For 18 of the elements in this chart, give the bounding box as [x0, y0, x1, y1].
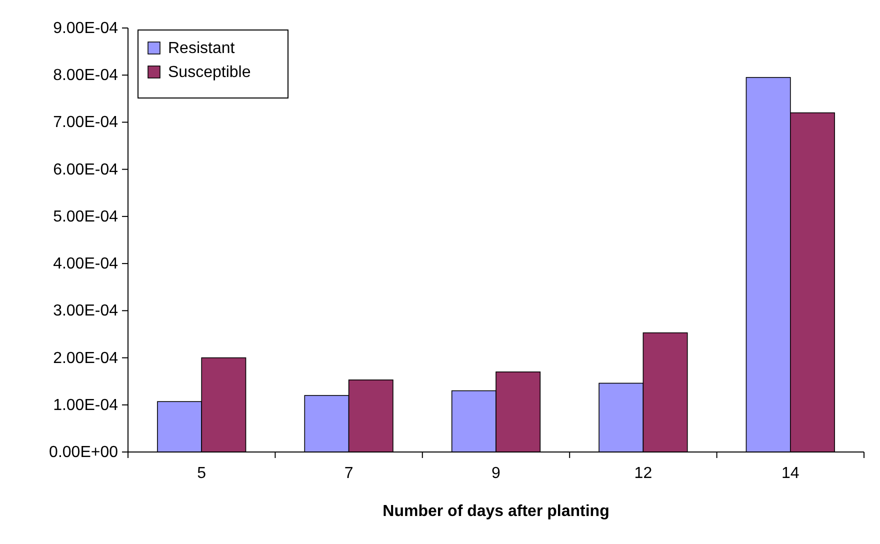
x-axis-title: Number of days after planting — [382, 503, 610, 520]
y-tick-label: 3.00E-04 — [53, 302, 118, 320]
y-tick-label: 6.00E-04 — [53, 161, 118, 178]
x-tick-label: 7 — [344, 465, 354, 482]
y-tick-label: 4.00E-04 — [53, 256, 118, 273]
x-tick-label: 5 — [197, 465, 206, 482]
y-tick-label: 0.00E+00 — [49, 444, 118, 461]
legend-label: Susceptible — [168, 64, 251, 81]
y-tick-label: 7.00E-04 — [53, 114, 118, 132]
y-tick-label: 2.00E-04 — [53, 350, 118, 367]
y-tick-label: 8.00E-04 — [53, 67, 118, 84]
x-tick-label: 9 — [492, 465, 501, 482]
legend-label: Resistant — [168, 40, 236, 57]
x-tick-label: 14 — [782, 465, 800, 482]
y-tick-label: 9.00E-04 — [53, 20, 118, 37]
y-tick-label: 5.00E-04 — [53, 208, 118, 226]
y-tick-label: 1.00E-04 — [53, 396, 118, 414]
x-tick-label: 12 — [634, 465, 652, 482]
